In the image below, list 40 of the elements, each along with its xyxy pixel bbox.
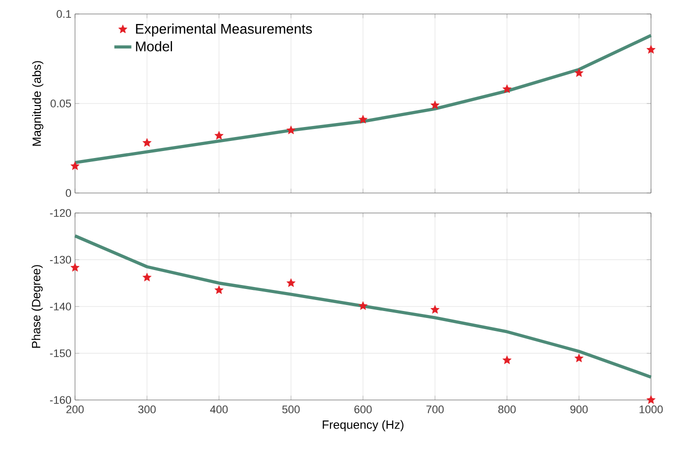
y-tick-label: -150 [50,349,72,358]
x-tick-label: 900 [570,406,588,414]
y-tick-label: -140 [50,302,72,310]
x-tick-label: 500 [282,406,300,414]
x-tick-label: 600 [354,406,372,414]
point [142,138,152,147]
y-tick-label: 0 [66,189,72,197]
x-tick-label: 700 [426,406,444,414]
point [286,126,296,134]
point [214,131,224,140]
legend-label: Experimental Measurements [136,24,312,37]
point [574,354,584,362]
point [358,301,368,310]
point [142,272,152,282]
point [430,100,440,110]
x-axis-title: Frequency (Hz) [322,420,404,432]
y-tick-label: 0.05 [50,100,72,108]
legend-label: Model [136,41,172,52]
y-axis-title: Phase (Degree) [32,265,43,348]
point [358,114,368,124]
point [430,305,440,314]
x-tick-label: 200 [66,406,84,414]
point [502,356,512,364]
point [70,161,80,170]
x-tick-label: 300 [138,406,156,414]
x-tick-label: 400 [210,406,228,414]
y-tick-label: -130 [50,256,72,264]
point [646,45,656,54]
y-tick-label: 0.1 [56,10,71,18]
point [646,395,656,404]
point [70,263,80,272]
x-tick-label: 800 [498,406,516,414]
point [574,68,584,77]
x-tick-label: 1000 [640,406,663,414]
point [502,84,512,93]
y-axis-title: Magnitude (abs) [32,61,44,146]
y-tick-label: -160 [50,396,72,404]
y-tick-label: -120 [50,209,72,217]
point [214,285,224,294]
point [286,278,296,287]
